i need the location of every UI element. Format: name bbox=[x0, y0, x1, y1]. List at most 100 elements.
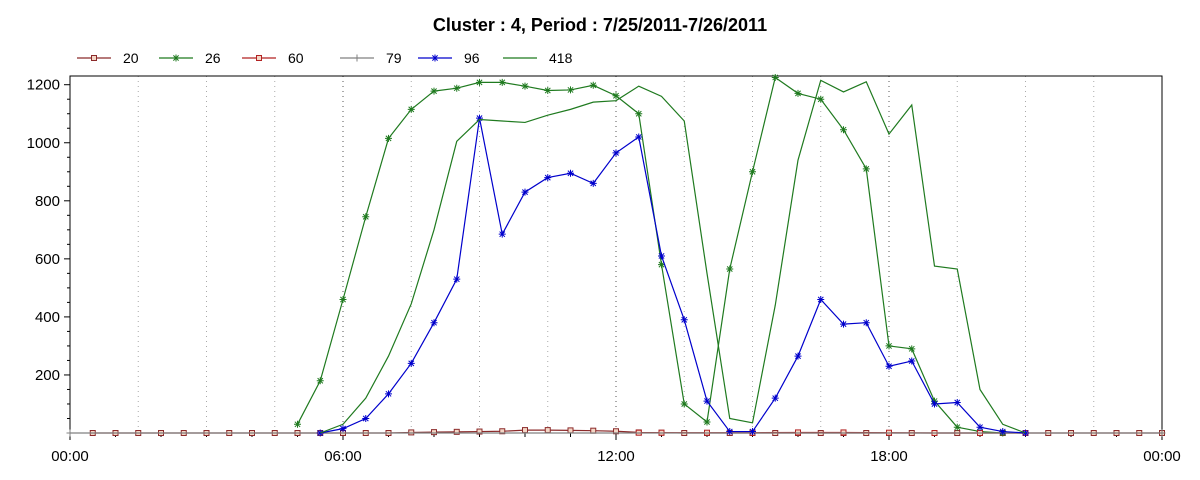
data-point bbox=[953, 399, 961, 407]
data-point-shape bbox=[589, 179, 597, 187]
legend-marker bbox=[256, 55, 262, 61]
data-point-shape bbox=[407, 359, 415, 367]
data-point-shape bbox=[476, 78, 483, 86]
legend-item-418: 418 bbox=[503, 50, 573, 66]
legend-marker bbox=[431, 54, 439, 62]
data-point bbox=[680, 400, 688, 408]
data-point-shape bbox=[407, 105, 415, 113]
legend-label: 418 bbox=[549, 50, 573, 66]
data-point-shape bbox=[817, 95, 825, 103]
data-point bbox=[976, 423, 984, 431]
data-point bbox=[726, 265, 734, 273]
data-point bbox=[476, 114, 483, 122]
data-point bbox=[1158, 429, 1166, 437]
data-point-shape bbox=[771, 394, 779, 402]
data-point-shape bbox=[658, 261, 665, 269]
legend-label: 20 bbox=[123, 50, 139, 66]
y-axis: 200 400 600 800 1000 1200 bbox=[27, 77, 70, 419]
data-point bbox=[476, 78, 483, 86]
data-point-shape bbox=[567, 86, 574, 94]
x-tick-label: 00:00 bbox=[1143, 448, 1181, 465]
data-point-shape bbox=[817, 295, 825, 303]
data-point bbox=[362, 213, 370, 221]
data-point bbox=[498, 230, 506, 238]
data-point bbox=[749, 168, 756, 176]
data-point-shape bbox=[430, 319, 438, 327]
data-point bbox=[522, 427, 528, 434]
data-point bbox=[453, 84, 461, 92]
data-point bbox=[953, 423, 961, 431]
data-point bbox=[840, 320, 847, 328]
data-point bbox=[908, 345, 916, 353]
data-point bbox=[862, 319, 870, 327]
data-point-shape bbox=[499, 428, 506, 435]
data-point bbox=[589, 81, 597, 89]
data-point-shape bbox=[294, 420, 301, 428]
data-point bbox=[499, 428, 506, 435]
data-point-shape bbox=[976, 423, 984, 431]
data-point-shape bbox=[862, 319, 870, 327]
data-point bbox=[294, 420, 301, 428]
data-point bbox=[453, 275, 461, 283]
data-point-shape bbox=[999, 428, 1007, 436]
data-point-shape bbox=[703, 418, 711, 426]
data-point-shape bbox=[453, 275, 461, 283]
data-point-shape bbox=[498, 230, 506, 238]
data-point-shape bbox=[431, 429, 437, 436]
data-point bbox=[66, 429, 74, 437]
data-point-shape bbox=[544, 427, 551, 434]
data-point-shape bbox=[885, 342, 893, 350]
data-point-shape bbox=[726, 428, 734, 436]
legend-marker bbox=[353, 54, 361, 62]
y-tick-label: 1000 bbox=[27, 135, 60, 152]
grid bbox=[137, 76, 1095, 433]
data-point-shape bbox=[612, 92, 620, 100]
data-point-shape bbox=[339, 295, 347, 303]
data-point-shape bbox=[771, 73, 779, 81]
data-point-shape bbox=[658, 252, 665, 260]
legend-label: 96 bbox=[464, 50, 480, 66]
data-point bbox=[817, 95, 825, 103]
data-point-shape bbox=[680, 400, 688, 408]
data-point bbox=[385, 134, 392, 142]
data-point-shape bbox=[680, 316, 688, 324]
legend-marker bbox=[172, 54, 180, 62]
data-point-shape bbox=[567, 169, 574, 177]
data-point bbox=[999, 428, 1007, 436]
data-point bbox=[612, 149, 620, 157]
data-point-shape bbox=[544, 87, 552, 95]
data-point bbox=[658, 261, 665, 269]
legend-item-60: 60 bbox=[242, 50, 304, 66]
data-point bbox=[885, 342, 893, 350]
data-point bbox=[749, 428, 756, 436]
data-point-shape bbox=[316, 377, 324, 385]
data-point bbox=[771, 394, 779, 402]
legend-item-20: 20 bbox=[77, 50, 139, 66]
data-point bbox=[885, 362, 893, 370]
data-point bbox=[567, 427, 574, 434]
data-point bbox=[407, 105, 415, 113]
data-point bbox=[407, 359, 415, 367]
data-point bbox=[726, 428, 734, 436]
data-point-shape bbox=[589, 81, 597, 89]
data-point-shape bbox=[385, 134, 392, 142]
x-tick-label: 06:00 bbox=[324, 448, 362, 465]
data-point bbox=[544, 427, 551, 434]
legend-marker-shape bbox=[172, 54, 180, 62]
data-point-shape bbox=[885, 362, 893, 370]
data-point bbox=[771, 73, 779, 81]
series-line-96 bbox=[320, 117, 1026, 434]
data-point-shape bbox=[703, 397, 711, 405]
data-point-shape bbox=[362, 414, 370, 422]
data-point bbox=[362, 414, 370, 422]
data-point-shape bbox=[522, 427, 528, 434]
data-point bbox=[635, 133, 643, 141]
data-point-shape bbox=[66, 429, 74, 437]
data-point bbox=[316, 377, 324, 385]
data-point-shape bbox=[635, 110, 643, 118]
data-point-shape bbox=[726, 265, 734, 273]
data-point bbox=[521, 188, 529, 196]
legend-label: 60 bbox=[288, 50, 304, 66]
x-tick-label: 18:00 bbox=[870, 448, 908, 465]
